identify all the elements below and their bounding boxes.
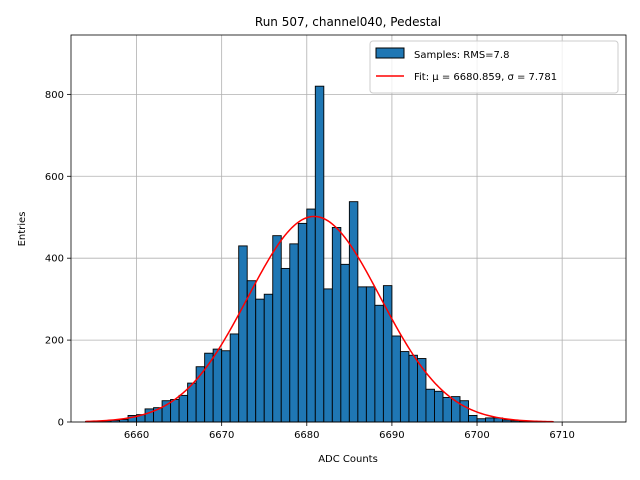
legend: Samples: RMS=7.8 Fit: μ = 6680.859, σ = …: [369, 40, 619, 94]
histogram-bar: [280, 267, 291, 423]
y-tick-label: 0: [58, 418, 64, 429]
x-tick-label: 6690: [379, 430, 404, 441]
histogram-bar: [246, 280, 257, 423]
histogram-bar: [255, 298, 265, 423]
y-axis-label: Entries: [17, 212, 28, 247]
histogram-bar: [229, 333, 240, 423]
histogram-bar: [357, 286, 367, 423]
x-tick-label: 6660: [124, 430, 149, 441]
y-tick-label: 600: [45, 172, 64, 183]
histogram-bar: [170, 399, 180, 423]
histogram-bar: [238, 245, 248, 423]
x-tick-label: 6700: [464, 430, 489, 441]
histogram-bar: [314, 85, 325, 423]
axes-border: [70, 34, 627, 423]
x-axis-ticks: 6660 6670 6680 6690 6700 6710: [124, 422, 575, 441]
histogram-bar: [297, 222, 308, 423]
histogram-bar: [468, 414, 478, 423]
histogram-bar: [374, 304, 384, 423]
histogram-bar: [221, 350, 231, 423]
histogram-bar: [340, 263, 350, 423]
y-tick-label: 800: [45, 90, 64, 101]
histogram-bar: [442, 396, 452, 423]
histogram-bar: [425, 388, 435, 423]
x-tick-label: 6670: [209, 430, 234, 441]
chart-title: Run 507, channel040, Pedestal: [255, 15, 441, 29]
histogram-bar: [187, 382, 197, 423]
x-tick-label: 6710: [549, 430, 574, 441]
histogram-bar: [408, 354, 418, 423]
legend-label-samples: Samples: RMS=7.8: [414, 50, 509, 61]
legend-label-fit: Fit: μ = 6680.859, σ = 7.781: [414, 72, 557, 83]
histogram-bar: [306, 208, 316, 423]
histogram-bar: [476, 418, 486, 423]
histogram-bars: [85, 85, 546, 423]
histogram-bar: [399, 351, 410, 423]
x-axis-label: ADC Counts: [318, 454, 378, 465]
fit-curve: [85, 215, 554, 423]
histogram-bar: [289, 243, 299, 423]
histogram-bar: [178, 394, 189, 423]
fit-curve-group: [85, 215, 554, 423]
y-axis-ticks: 0 200 400 600 800: [45, 90, 71, 429]
legend-box: [369, 40, 619, 94]
histogram-bar: [263, 293, 274, 423]
histogram-bar: [365, 286, 376, 423]
axes-frame: [70, 34, 627, 423]
histogram-bar: [348, 201, 359, 423]
histogram-bar: [434, 390, 444, 423]
legend-swatch-samples: [375, 47, 405, 59]
histogram-bar: [323, 288, 333, 423]
histogram-bar: [485, 417, 495, 423]
histogram-bar: [391, 335, 401, 423]
histogram-bar: [272, 235, 282, 423]
y-tick-label: 400: [45, 254, 64, 265]
histogram-bar: [331, 227, 342, 423]
histogram-bar: [212, 348, 223, 423]
x-tick-label: 6680: [294, 430, 319, 441]
y-tick-label: 200: [45, 336, 64, 347]
